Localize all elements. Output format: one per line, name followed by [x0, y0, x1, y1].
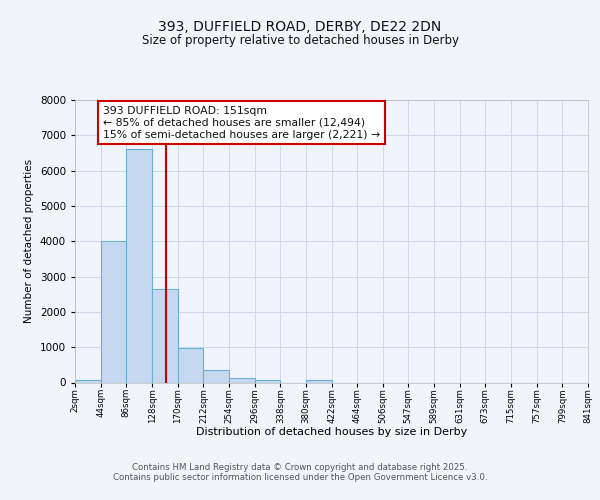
- Text: Contains HM Land Registry data © Crown copyright and database right 2025.: Contains HM Land Registry data © Crown c…: [132, 462, 468, 471]
- Bar: [101, 242, 127, 382]
- Bar: [203, 370, 229, 382]
- Text: Contains public sector information licensed under the Open Government Licence v3: Contains public sector information licen…: [113, 474, 487, 482]
- Text: 393 DUFFIELD ROAD: 151sqm
← 85% of detached houses are smaller (12,494)
15% of s: 393 DUFFIELD ROAD: 151sqm ← 85% of detac…: [103, 106, 380, 140]
- Bar: [152, 289, 178, 382]
- Bar: [75, 380, 101, 382]
- Text: 393, DUFFIELD ROAD, DERBY, DE22 2DN: 393, DUFFIELD ROAD, DERBY, DE22 2DN: [158, 20, 442, 34]
- Y-axis label: Number of detached properties: Number of detached properties: [24, 159, 34, 324]
- X-axis label: Distribution of detached houses by size in Derby: Distribution of detached houses by size …: [196, 427, 467, 437]
- Text: Size of property relative to detached houses in Derby: Size of property relative to detached ho…: [142, 34, 458, 47]
- Bar: [229, 378, 255, 382]
- Bar: [178, 348, 203, 382]
- Bar: [306, 380, 332, 382]
- Bar: [255, 380, 280, 382]
- Bar: [127, 150, 152, 382]
